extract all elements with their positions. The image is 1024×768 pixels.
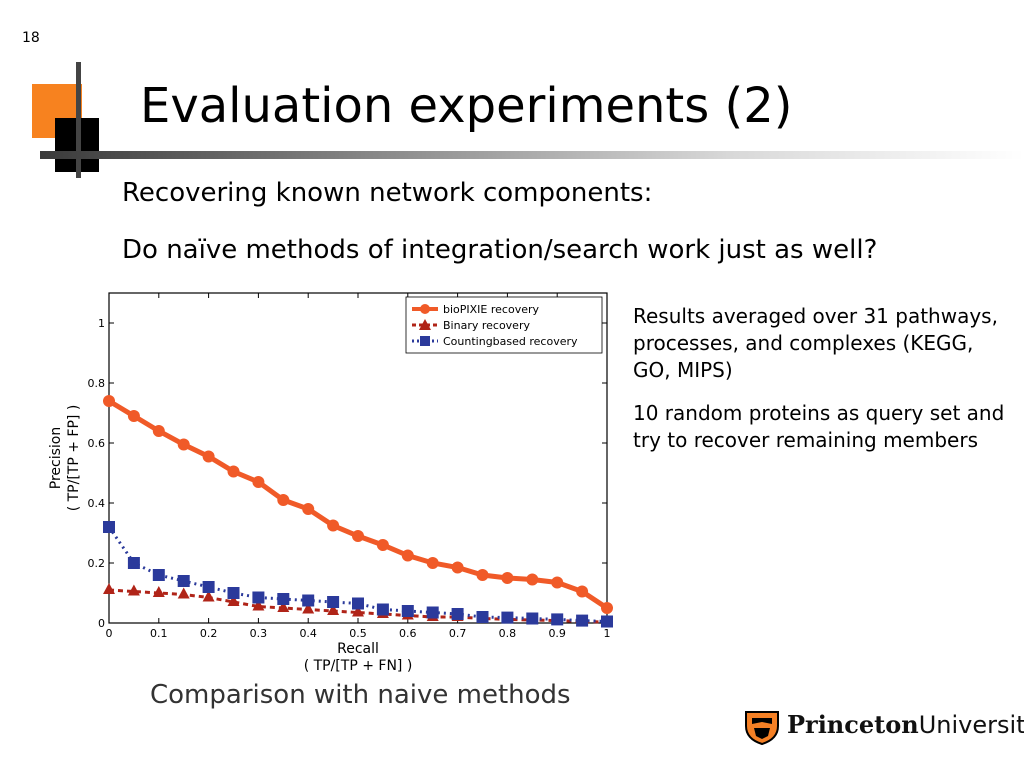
- y-axis-sublabel: ( TP/[TP + FP] ): [66, 405, 82, 512]
- data-point: [327, 596, 340, 608]
- data-point: [451, 561, 464, 574]
- x-tick-label: 0.6: [399, 627, 417, 640]
- data-point: [327, 519, 340, 532]
- legend-marker-binary: [419, 319, 431, 330]
- x-tick-label: 0.9: [548, 627, 566, 640]
- data-point: [501, 572, 514, 584]
- x-tick-label: 0.2: [200, 627, 218, 640]
- title-underline: [40, 151, 1024, 159]
- y-tick-label: 0.2: [88, 557, 106, 570]
- data-point: [152, 425, 165, 437]
- series-circle: [103, 395, 613, 614]
- x-tick-label: 0.1: [150, 627, 168, 640]
- data-point: [302, 602, 315, 614]
- data-point: [252, 591, 265, 604]
- data-point: [103, 395, 115, 407]
- note-random-proteins: 10 random proteins as query set and try …: [633, 401, 1005, 452]
- note-results-averaged: Results averaged over 31 pathways, proce…: [633, 304, 998, 382]
- data-point: [127, 584, 140, 596]
- legend: bioPIXIE recovery Binary recovery Counti…: [405, 296, 603, 354]
- precision-recall-chart: 0 0.1 0.2 0.3 0.4 0.5 0.6 0.7 0.8 0.9 1 0 0.2 0.4 0.6 0…: [48, 292, 613, 674]
- data-point: [177, 438, 190, 451]
- data-point: [526, 573, 539, 586]
- slide-title: Evaluation experiments (2): [140, 78, 793, 134]
- chart-caption: Comparison with naive methods: [150, 680, 571, 710]
- data-point: [476, 611, 489, 623]
- y-tick-label: 1: [98, 317, 105, 330]
- data-point: [152, 586, 165, 597]
- legend-label-counting: Countingbased recovery: [443, 335, 578, 348]
- data-point: [202, 581, 215, 593]
- data-point: [227, 465, 240, 478]
- data-point: [352, 597, 364, 610]
- data-point: [302, 503, 315, 515]
- data-point: [277, 494, 290, 506]
- data-point: [376, 539, 389, 551]
- y-tick-label: 0.8: [88, 377, 106, 390]
- series-line: [108, 588, 608, 624]
- data-point: [352, 605, 364, 617]
- data-point: [227, 595, 240, 606]
- x-tick-label: 0.3: [250, 627, 268, 640]
- legend-label-biopixie: bioPIXIE recovery: [443, 303, 539, 316]
- legend-marker-counting: [420, 336, 430, 346]
- data-point: [376, 603, 389, 616]
- x-tick-label: 0.8: [499, 627, 517, 640]
- data-point: [227, 587, 240, 599]
- data-point: [302, 594, 315, 607]
- data-point: [576, 585, 589, 598]
- data-point: [451, 608, 464, 620]
- princeton-logo-text: PrincetonUniversity: [787, 710, 1024, 739]
- x-tick-label: 1: [604, 627, 611, 640]
- legend-marker-biopixie: [420, 304, 430, 314]
- data-point: [103, 583, 115, 594]
- data-point: [576, 614, 589, 627]
- x-axis-label: Recall: [337, 641, 379, 657]
- y-axis-label: Precision: [48, 427, 64, 489]
- logo-word-princeton: Princeton: [787, 710, 919, 739]
- x-tick-label: 0: [106, 627, 113, 640]
- data-point: [327, 604, 340, 615]
- data-point: [401, 549, 414, 562]
- data-point: [277, 593, 290, 605]
- bullet-naive-methods: Do naïve methods of integration/search w…: [122, 235, 878, 265]
- series-square: [103, 521, 613, 628]
- data-point: [252, 476, 265, 488]
- y-tick-label: 0.6: [88, 437, 106, 450]
- legend-label-binary: Binary recovery: [443, 319, 530, 332]
- data-point: [501, 611, 514, 624]
- data-point: [601, 615, 613, 628]
- data-point: [401, 605, 414, 617]
- logo-word-university: University: [918, 711, 1024, 739]
- x-tick-label: 0.7: [449, 627, 467, 640]
- princeton-shield-icon: [745, 711, 779, 746]
- data-point: [177, 575, 190, 587]
- data-point: [476, 569, 489, 581]
- data-point: [426, 557, 439, 569]
- data-point: [551, 576, 564, 589]
- data-point: [426, 606, 439, 619]
- data-point: [526, 612, 539, 625]
- legend-box: [405, 296, 603, 354]
- y-tick-label: 0: [98, 617, 105, 630]
- data-point: [127, 410, 140, 422]
- data-point: [127, 557, 140, 569]
- data-point: [551, 613, 564, 626]
- data-point: [202, 450, 215, 463]
- x-tick-label: 0.4: [299, 627, 317, 640]
- slide-number: 18: [22, 30, 40, 46]
- x-tick-label: 0.5: [349, 627, 367, 640]
- data-point: [103, 521, 115, 533]
- data-point: [601, 602, 613, 614]
- data-point: [252, 599, 265, 611]
- y-tick-label: 0.4: [88, 497, 106, 510]
- decor-vertical-line: [76, 62, 81, 178]
- data-point: [352, 530, 364, 542]
- bullet-recovering: Recovering known network components:: [122, 178, 653, 208]
- data-point: [202, 590, 215, 602]
- x-axis-sublabel: ( TP/[TP + FN] ): [304, 658, 413, 674]
- data-point: [277, 601, 290, 612]
- data-point: [152, 569, 165, 581]
- data-point: [177, 587, 190, 599]
